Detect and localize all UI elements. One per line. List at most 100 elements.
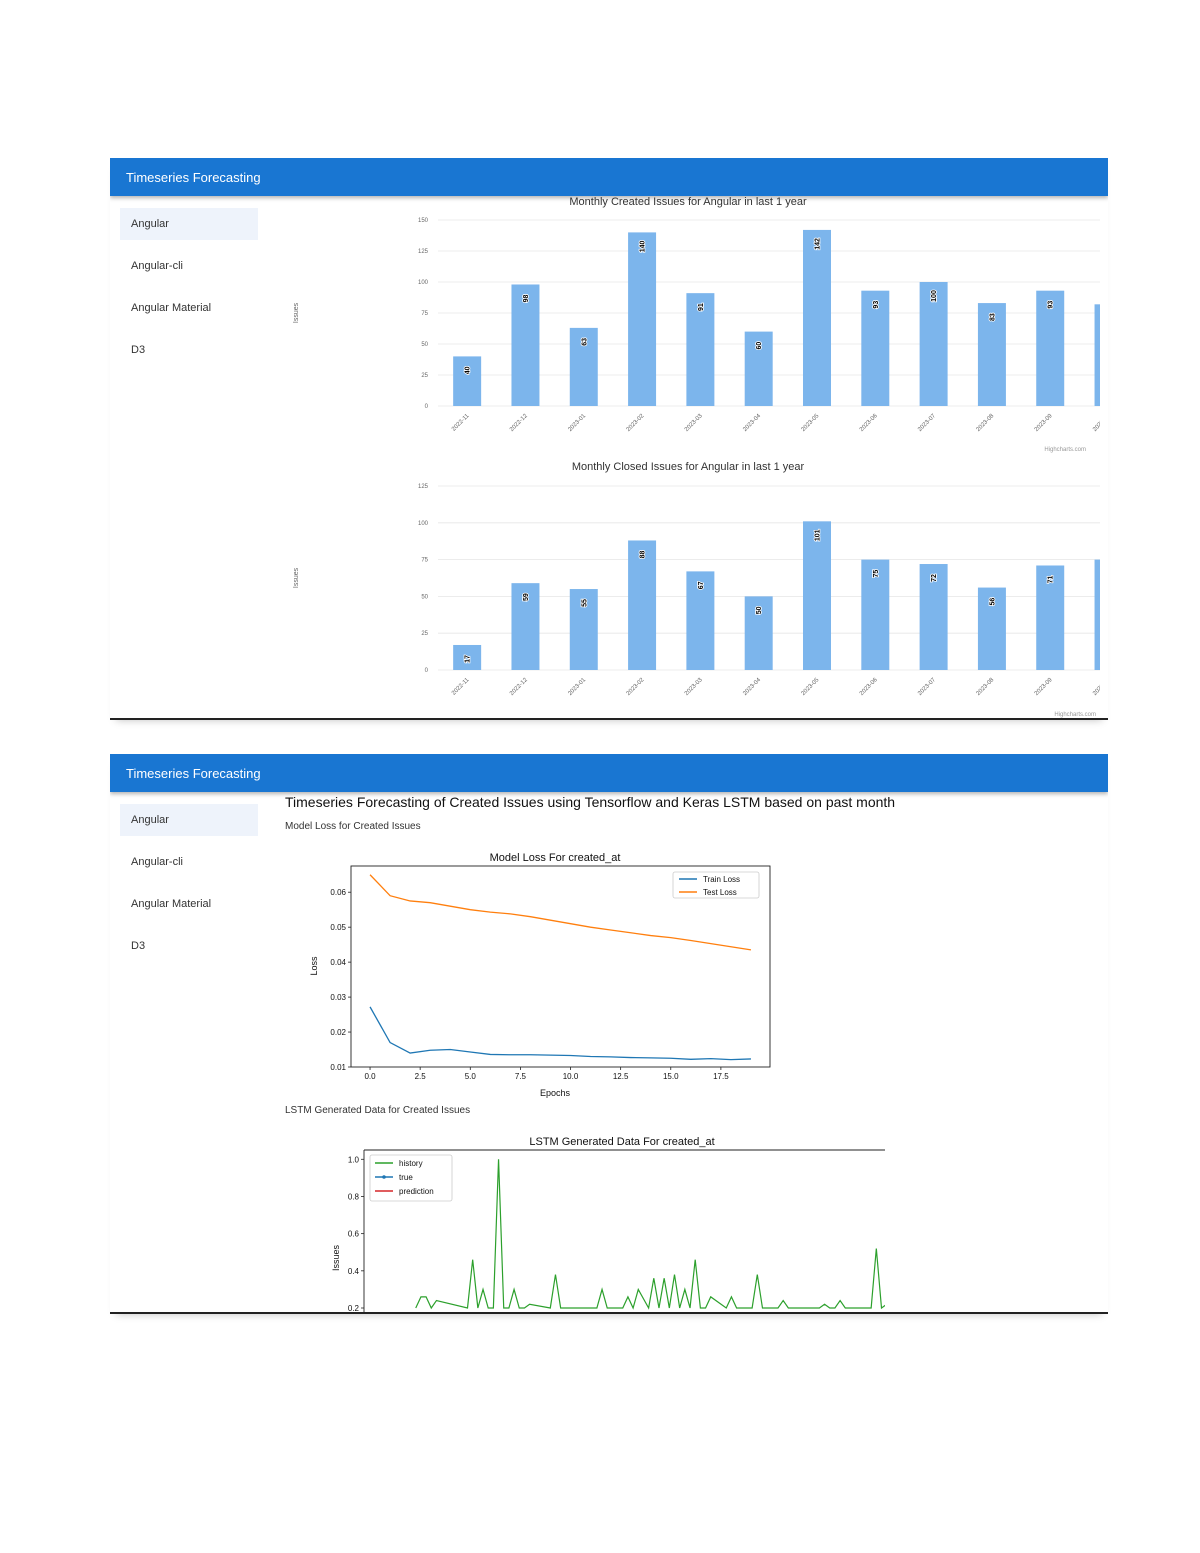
section-title: Timeseries Forecasting of Created Issues… [285, 794, 896, 810]
lstm-data-label: LSTM Generated Data for Created Issues [285, 1105, 471, 1116]
bar[interactable] [744, 331, 773, 406]
bar[interactable] [977, 587, 1006, 670]
x-tick-label: 2023-08 [976, 413, 996, 433]
data-label: 67 [698, 581, 705, 589]
legend-marker-true [382, 1175, 386, 1179]
legend-label-test: Test Loss [703, 888, 737, 897]
x-tick-label: 2023-04 [742, 413, 762, 433]
data-label: 59 [523, 593, 530, 601]
y-tick-label: 1.0 [348, 1155, 360, 1164]
bar[interactable] [744, 596, 773, 670]
bar[interactable] [511, 284, 540, 406]
y-axis-label: Issues [331, 1244, 341, 1271]
lstm-generated-chart: LSTM Generated Data For created_at Issue… [331, 1136, 885, 1312]
credits: Highcharts.com [1044, 447, 1086, 453]
x-tick-label: 2023-03 [684, 677, 704, 697]
sidebar-item-angular-material[interactable]: Angular Material [131, 302, 212, 314]
bar[interactable] [861, 559, 890, 670]
data-label: 93 [873, 301, 880, 309]
bar[interactable] [569, 589, 598, 670]
sidebar-item-angular-material[interactable]: Angular Material [131, 898, 212, 910]
x-tick-label: 7.5 [515, 1072, 527, 1081]
x-tick-label: 2023-08 [976, 677, 996, 697]
bar[interactable] [977, 303, 1006, 406]
sidebar-item-angular-cli[interactable]: Angular-cli [131, 260, 183, 272]
x-tick-label: 2023-09 [1034, 413, 1054, 433]
app-title: Timeseries Forecasting [126, 766, 261, 781]
bar[interactable] [453, 356, 482, 406]
bar[interactable] [453, 644, 482, 670]
sidebar-item-angular-cli[interactable]: Angular-cli [131, 856, 183, 868]
data-label: 63 [581, 338, 588, 346]
x-tick-label: 2023-03 [684, 413, 704, 433]
sidebar-item-angular[interactable]: Angular [120, 804, 258, 836]
x-tick-label: 2022-12 [509, 677, 529, 697]
x-tick-label: 2023-01 [567, 413, 587, 433]
app-bar: Timeseries Forecasting [110, 158, 1108, 196]
legend: Train Loss Test Loss [672, 871, 760, 899]
sidebar-item-d3[interactable]: D3 [131, 344, 146, 356]
data-label: 56 [989, 598, 996, 606]
sidebar: Angular Angular-cli Angular Material D3 [120, 804, 258, 972]
y-tick-label: 0.04 [330, 958, 346, 967]
y-tick-label: 25 [421, 631, 428, 637]
y-tick-label: 0.8 [348, 1192, 360, 1201]
bar[interactable] [569, 327, 598, 406]
x-axis-label: Epochs [540, 1088, 571, 1098]
sidebar-item-angular[interactable]: Angular [120, 208, 258, 240]
bar[interactable] [1036, 290, 1065, 406]
y-tick-label: 125 [418, 484, 429, 490]
train-loss-line [369, 1006, 751, 1061]
bar[interactable] [1094, 304, 1100, 406]
x-tick-label: 15.0 [663, 1072, 679, 1081]
x-tick-label: 2022-11 [451, 677, 471, 697]
bar[interactable] [1036, 565, 1065, 670]
sidebar-item-d3[interactable]: D3 [131, 940, 146, 952]
bar[interactable] [861, 290, 890, 406]
y-tick-label: 50 [421, 342, 428, 348]
bar[interactable] [1094, 559, 1100, 670]
bar[interactable] [628, 540, 657, 670]
x-tick-label: 2023-05 [801, 677, 821, 697]
bar[interactable] [511, 583, 540, 670]
x-tick-label: 2023-07 [917, 413, 937, 433]
test-loss-line [369, 874, 752, 951]
y-tick-label: 25 [421, 373, 428, 379]
y-tick-label: 75 [421, 311, 428, 317]
legend-label-prediction: prediction [399, 1187, 434, 1196]
bar[interactable] [686, 293, 715, 406]
y-tick-label: 75 [421, 558, 428, 564]
x-tick-label: 2023-01 [567, 677, 587, 697]
x-tick-label: 2023-06 [859, 677, 879, 697]
bar[interactable] [686, 571, 715, 670]
y-tick-label: 0.02 [330, 1028, 346, 1037]
chart-title: Monthly Closed Issues for Angular in las… [572, 461, 805, 473]
data-label: 91 [698, 303, 705, 311]
data-label: 60 [756, 342, 763, 350]
legend-box [369, 1154, 453, 1202]
y-axis-label: Issues [293, 302, 300, 323]
bar[interactable] [919, 282, 948, 406]
legend: history true prediction [369, 1154, 453, 1202]
data-label: 75 [873, 570, 880, 578]
data-label: 142 [815, 238, 822, 250]
data-label: 40 [465, 366, 472, 374]
axes-frame [350, 865, 771, 1068]
chart-title: Model Loss For created_at [490, 852, 621, 864]
y-tick-label: 0.4 [348, 1267, 360, 1276]
x-tick-label: 0.0 [364, 1072, 376, 1081]
data-label: 101 [815, 529, 822, 541]
screenshot-2: Timeseries Forecasting Angular Angular-c… [110, 754, 1108, 1314]
bar[interactable] [919, 564, 948, 670]
x-tick-label: 2023-10 [1092, 677, 1100, 697]
bar[interactable] [803, 229, 831, 406]
data-label: 17 [465, 655, 472, 663]
bar[interactable] [628, 232, 657, 406]
y-tick-label: 125 [418, 249, 429, 255]
x-tick-label: 2022-12 [509, 413, 529, 433]
x-tick-label: 2022-11 [451, 413, 471, 433]
closed-issues-chart: Monthly Closed Issues for Angular in las… [293, 461, 1100, 718]
x-tick-label: 5.0 [465, 1072, 477, 1081]
app-title: Timeseries Forecasting [126, 170, 261, 185]
bar[interactable] [803, 521, 831, 670]
